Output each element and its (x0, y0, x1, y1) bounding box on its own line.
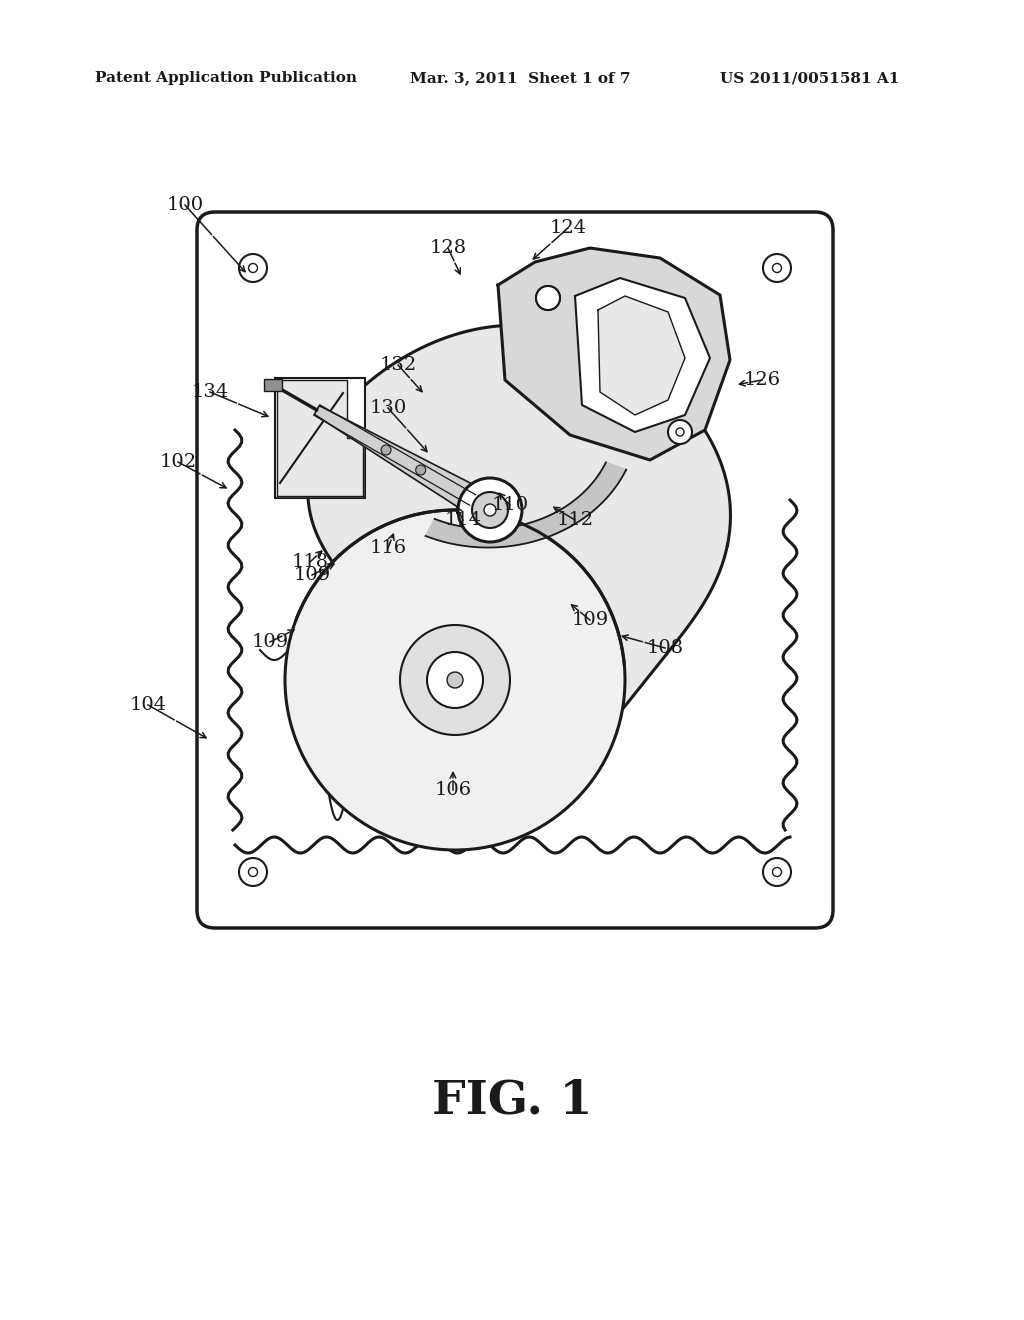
Circle shape (668, 420, 692, 444)
Text: 102: 102 (160, 453, 197, 471)
Text: Mar. 3, 2011  Sheet 1 of 7: Mar. 3, 2011 Sheet 1 of 7 (410, 71, 631, 84)
Circle shape (381, 445, 391, 455)
Text: 124: 124 (550, 219, 587, 238)
Text: 109: 109 (293, 566, 331, 583)
Text: 109: 109 (251, 634, 289, 651)
Text: 104: 104 (129, 696, 167, 714)
Text: 112: 112 (556, 511, 594, 529)
Circle shape (447, 672, 463, 688)
Circle shape (416, 465, 426, 475)
Text: 118: 118 (292, 553, 329, 572)
Circle shape (400, 624, 510, 735)
Text: 130: 130 (370, 399, 407, 417)
FancyBboxPatch shape (197, 213, 833, 928)
Text: 114: 114 (444, 511, 481, 529)
Text: 109: 109 (571, 611, 608, 630)
Text: Patent Application Publication: Patent Application Publication (95, 71, 357, 84)
Circle shape (536, 286, 560, 310)
Text: 132: 132 (379, 356, 417, 374)
Polygon shape (498, 248, 730, 459)
Text: 126: 126 (743, 371, 780, 389)
Polygon shape (314, 405, 498, 523)
Text: 108: 108 (646, 639, 684, 657)
Circle shape (484, 504, 496, 516)
Text: FIG. 1: FIG. 1 (432, 1077, 592, 1123)
Text: 116: 116 (370, 539, 407, 557)
Polygon shape (598, 296, 685, 414)
Circle shape (536, 286, 560, 310)
Polygon shape (426, 462, 626, 548)
Text: 100: 100 (167, 195, 204, 214)
Text: 128: 128 (429, 239, 467, 257)
Polygon shape (278, 380, 362, 496)
Circle shape (285, 510, 625, 850)
Text: 134: 134 (191, 383, 228, 401)
Circle shape (472, 492, 508, 528)
Circle shape (458, 478, 522, 543)
Text: US 2011/0051581 A1: US 2011/0051581 A1 (720, 71, 899, 84)
FancyBboxPatch shape (264, 379, 283, 391)
Polygon shape (575, 279, 710, 432)
Polygon shape (308, 325, 730, 777)
Text: 106: 106 (434, 781, 472, 799)
Bar (275, 378, 365, 498)
Text: 110: 110 (492, 496, 528, 513)
Circle shape (427, 652, 483, 708)
